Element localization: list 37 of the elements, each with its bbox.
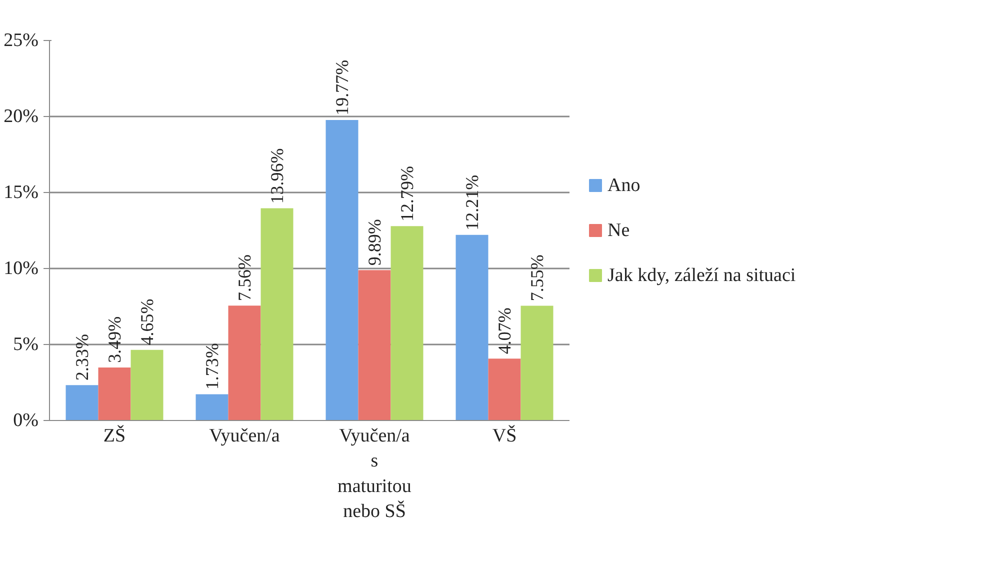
y-tick-label: 10% (4, 258, 39, 279)
data-label: 12.21% (462, 174, 482, 230)
bar (260, 208, 294, 420)
data-label: 3.49% (104, 316, 124, 363)
legend-label: Ne (608, 220, 630, 241)
data-label: 12.79% (397, 166, 417, 222)
x-tick-label: Vyučen/a s maturitou nebo SŠ (338, 426, 412, 522)
y-tick-label: 0% (13, 410, 39, 431)
bar (326, 120, 358, 420)
bar (228, 306, 261, 420)
legend-label: Ano (608, 175, 640, 196)
bar (520, 306, 554, 420)
bar (488, 358, 521, 420)
data-label: 4.65% (137, 298, 157, 346)
data-label: 7.55% (527, 254, 547, 302)
bar (130, 350, 164, 420)
y-tick-label: 25% (4, 30, 39, 51)
bar (390, 226, 424, 420)
y-tick-label: 5% (13, 334, 39, 355)
bar (358, 270, 391, 420)
legend-label: Jak kdy, záleží na situaci (608, 265, 796, 286)
data-label: 9.89% (364, 219, 384, 266)
y-tick-label: 20% (4, 106, 39, 127)
data-label: 19.77% (332, 60, 352, 116)
data-label: 2.33% (72, 334, 92, 381)
data-label: 13.96% (267, 148, 287, 204)
y-tick-label: 15% (4, 182, 39, 203)
bar (66, 385, 98, 420)
x-tick-label: VŠ (492, 424, 517, 446)
data-label: 4.07% (494, 308, 514, 354)
bar (456, 234, 488, 420)
x-tick-label: ZŠ (103, 424, 126, 446)
data-label: 1.73% (202, 343, 222, 390)
x-tick-label: Vyučen/a (209, 426, 280, 446)
data-label: 7.56% (234, 254, 254, 302)
bar (196, 394, 228, 420)
bar (98, 367, 131, 420)
